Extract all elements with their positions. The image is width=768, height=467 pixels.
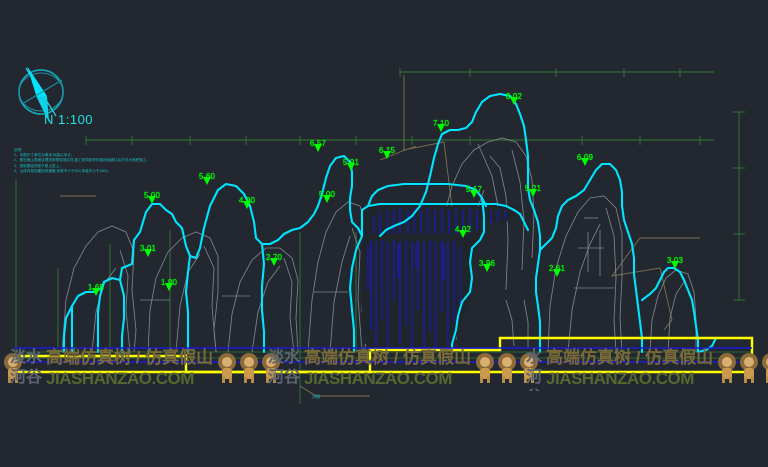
- elevation-label: 5.60: [198, 172, 216, 181]
- elevation-label: 3.03: [666, 256, 684, 265]
- detail-leader-note: 详图: [312, 394, 320, 399]
- elevation-label: 2.70: [265, 253, 283, 262]
- rock-contour-lines: [61, 137, 697, 353]
- water-streak-lines: [367, 208, 506, 352]
- elevation-label: 5.91: [342, 158, 360, 167]
- elevation-label: 3.96: [478, 259, 496, 268]
- elevation-label: 5.17: [465, 185, 483, 194]
- elevation-label: 4.90: [238, 196, 256, 205]
- elevation-label: 3.01: [139, 244, 157, 253]
- elevation-label: 1.65: [87, 283, 105, 292]
- compass-rose-icon: [18, 66, 64, 122]
- waterfall-basin-fill: [362, 206, 520, 352]
- elevation-label: 6.15: [378, 146, 396, 155]
- elevation-label: 5.00: [143, 191, 161, 200]
- scale-label: N 1:100: [44, 112, 94, 127]
- elevation-label: 7.10: [432, 119, 450, 128]
- drawing-notes: 说明: 1、本图尺寸单位为毫米,标高以米计。 2、塑石假山表面纹理须参照现场实样…: [14, 148, 150, 173]
- elevation-label: 6.09: [576, 153, 594, 162]
- elevation-label: 2.61: [548, 264, 566, 273]
- elevation-label: 8.02: [505, 92, 523, 101]
- elevation-label: 1.80: [160, 278, 178, 287]
- elevation-label: 5.21: [524, 184, 542, 193]
- elevation-label: 6.57: [309, 139, 327, 148]
- yellow-section-band: [12, 336, 754, 374]
- mountain-outline: [62, 92, 718, 354]
- elevation-label: 5.00: [318, 190, 336, 199]
- base-water-lines: [14, 347, 752, 363]
- elevation-markers: [92, 97, 679, 296]
- elevation-label: 4.02: [454, 225, 472, 234]
